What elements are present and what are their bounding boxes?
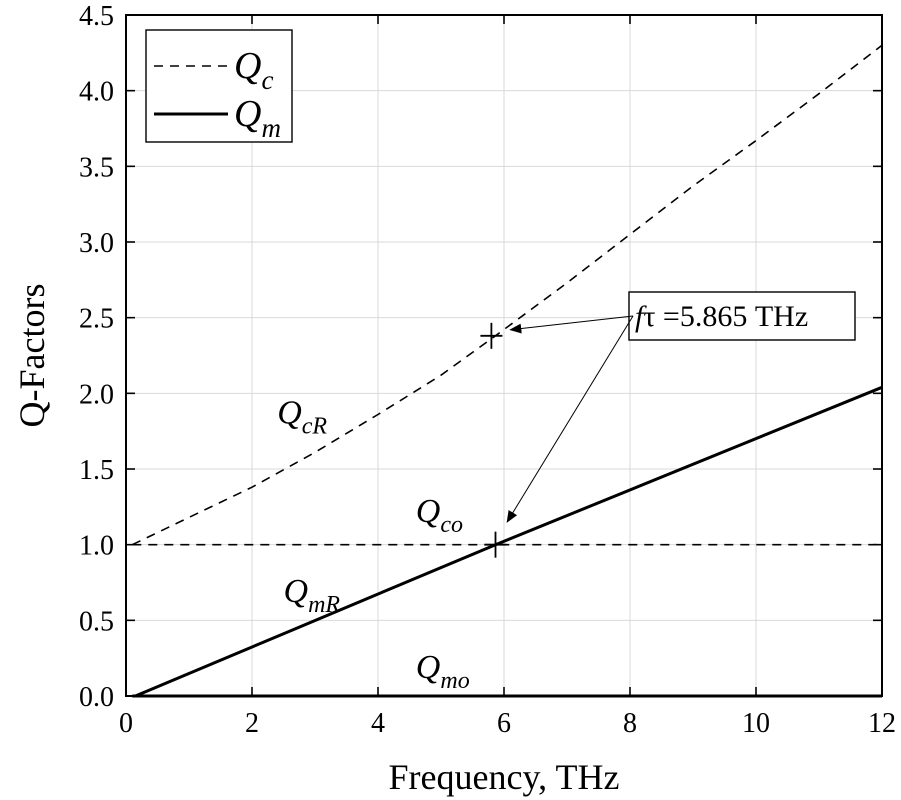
series-group xyxy=(131,44,883,698)
x-axis-title: Frequency, THz xyxy=(389,757,620,797)
y-tick-label: 2.5 xyxy=(79,304,114,335)
legend-label: Qc xyxy=(234,45,273,95)
annotation-arrow xyxy=(509,315,634,334)
x-tick-label: 2 xyxy=(245,708,259,739)
curve-label-QmR: QmR xyxy=(284,573,341,618)
x-tick-label: 4 xyxy=(371,708,385,739)
tick-labels: 0 2 4 6 8 10 12 0.0 0.5 1.0 1.5 2.0 2.5 3.0 3.5 4.0 4.5 xyxy=(79,1,896,739)
y-tick-label: 4.5 xyxy=(79,1,114,32)
annotation-arrow xyxy=(506,315,634,523)
x-tick-label: 8 xyxy=(623,708,637,739)
legend-box xyxy=(145,29,293,143)
crosshair-marker xyxy=(480,322,503,349)
x-tick-label: 0 xyxy=(119,708,133,739)
x-tick-label: 6 xyxy=(497,708,511,739)
legend-label: Qm xyxy=(234,93,281,143)
curve-label-QcR: QcR xyxy=(277,395,327,440)
curve-label-Qco: Qco xyxy=(416,493,463,538)
y-tick-label: 3.0 xyxy=(79,228,114,259)
y-tick-label: 1.5 xyxy=(79,455,114,486)
x-tick-label: 10 xyxy=(742,708,770,739)
y-tick-label: 0.5 xyxy=(79,606,114,637)
axes xyxy=(125,14,883,697)
y-axis-title: Q-Factors xyxy=(12,284,52,428)
y-tick-label: 1.0 xyxy=(79,531,114,562)
y-tick-label: 4.0 xyxy=(79,77,114,108)
x-tick-label: 12 xyxy=(868,708,896,739)
marker-group xyxy=(480,322,507,558)
crosshair-marker xyxy=(484,531,507,558)
annotation-label: fτ =5.865 THz xyxy=(635,300,808,333)
y-tick-label: 3.5 xyxy=(79,152,114,183)
y-tick-label: 0.0 xyxy=(79,682,114,713)
y-tick-label: 2.0 xyxy=(79,379,114,410)
curve-labels: QcR Qco QmR Qmo xyxy=(277,395,470,694)
series-line-QmR xyxy=(134,385,883,698)
annotation: fτ =5.865 THz xyxy=(506,291,856,523)
curve-label-Qmo: Qmo xyxy=(416,649,470,694)
annotation-box xyxy=(628,291,856,341)
